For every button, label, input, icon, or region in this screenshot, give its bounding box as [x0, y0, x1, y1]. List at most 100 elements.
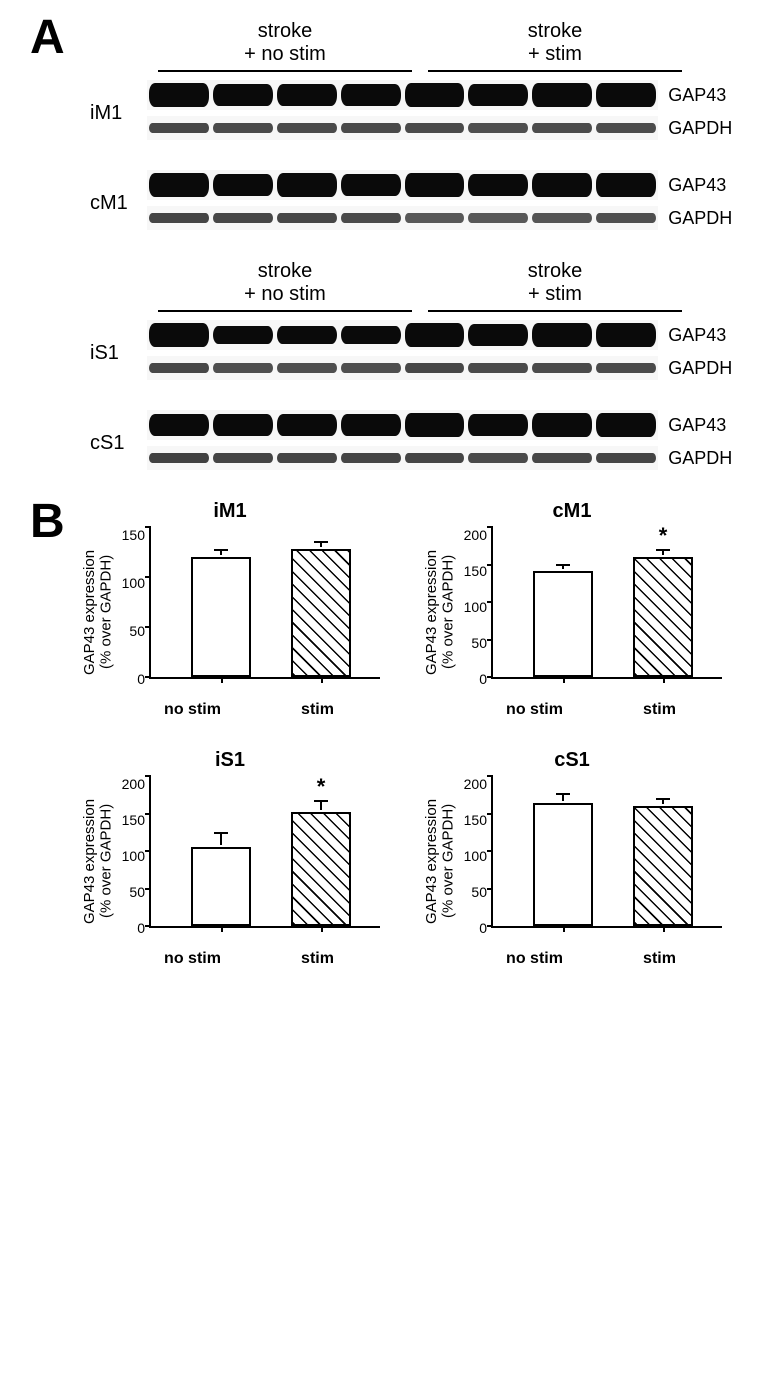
group-header-line2: + stim [420, 43, 690, 66]
blot-band [213, 123, 273, 133]
chart-title: iS1 [80, 749, 380, 772]
blot-band [277, 173, 337, 196]
blot-band [405, 323, 465, 347]
blot-row-gap43: cS1GAP43 [90, 410, 744, 440]
y-tick-mark [487, 601, 493, 603]
error-bar [562, 566, 564, 570]
blot-region: cS1GAP43 GAPDH [90, 410, 744, 470]
error-bar-cap [656, 798, 670, 800]
blot-row-gapdh: GAPDH [90, 356, 744, 380]
bar-chart: cS1GAP43 expression(% over GAPDH)2001501… [422, 749, 722, 968]
error-bar [220, 834, 222, 845]
blot-band [532, 323, 592, 346]
x-tick-mark [563, 926, 565, 932]
x-tick-mark [663, 926, 665, 932]
bar: * [633, 557, 693, 677]
y-tick-label: 200 [457, 527, 487, 543]
y-tick-label: 50 [115, 623, 145, 639]
blot-band [149, 213, 209, 223]
blot-band [277, 123, 337, 133]
y-tick-label: 100 [115, 575, 145, 591]
chart-body: GAP43 expression(% over GAPDH)2001501005… [422, 527, 722, 697]
blot-group-header: stroke+ no stim [150, 260, 420, 320]
error-bar [320, 802, 322, 810]
protein-label: GAP43 [658, 415, 744, 436]
blot-band [405, 83, 465, 106]
group-header-line2: + no stim [150, 283, 420, 306]
error-bar [320, 543, 322, 547]
blot-band [405, 173, 465, 196]
error-bar-cap [214, 549, 228, 551]
y-tick-label: 100 [457, 599, 487, 615]
blot-band [149, 173, 209, 196]
blot-band [596, 363, 656, 373]
y-tick-label: 50 [457, 635, 487, 651]
y-tick-mark [145, 576, 151, 578]
blot-band [341, 174, 401, 197]
blot-row-gap43: iS1GAP43 [90, 320, 744, 350]
blot-band [596, 123, 656, 133]
blot-band [213, 213, 273, 223]
y-tick-label: 150 [457, 812, 487, 828]
blot-band [277, 414, 337, 437]
y-axis-ticks: 200150100500 [457, 527, 491, 687]
blot-group-headers: stroke+ no stimstroke+ stim [150, 20, 690, 80]
blot-band [149, 83, 209, 106]
error-bar [662, 551, 664, 556]
chart-title: iM1 [80, 500, 380, 523]
blot-set: stroke+ no stimstroke+ stimiS1GAP43GAPDH… [90, 260, 744, 470]
bar-chart: cM1GAP43 expression(% over GAPDH)2001501… [422, 500, 722, 719]
region-label: cM1 [90, 192, 147, 215]
x-tick-mark [563, 677, 565, 683]
plot-area: * [149, 776, 380, 928]
blot-band [532, 173, 592, 196]
blot-band [532, 213, 592, 223]
y-tick-label: 200 [115, 776, 145, 792]
blot-row-gapdh: GAPDH [90, 116, 744, 140]
y-axis-label: GAP43 expression(% over GAPDH) [422, 527, 457, 697]
lane-strip-wrap [147, 206, 658, 230]
x-tick-mark [321, 926, 323, 932]
blot-region: iM1GAP43GAPDH [90, 80, 744, 140]
blot-band [405, 453, 465, 463]
y-tick-mark [145, 888, 151, 890]
chart-body: GAP43 expression(% over GAPDH)2001501005… [80, 776, 380, 946]
y-axis-ticks: 150100500 [115, 527, 149, 687]
lane-strip [147, 320, 658, 350]
y-tick-label: 150 [115, 527, 145, 543]
x-tick-label: no stim [472, 950, 597, 968]
group-header-rule [428, 310, 682, 312]
x-tick-label: stim [597, 701, 722, 719]
lane-strip-wrap [147, 116, 658, 140]
x-tick-label: no stim [130, 701, 255, 719]
blot-row-gapdh: GAPDH [90, 446, 744, 470]
y-tick-mark [145, 775, 151, 777]
bar [191, 847, 251, 927]
blot-region: cM1GAP43GAPDH [90, 170, 744, 230]
protein-label: GAPDH [658, 118, 744, 139]
blot-group-header: stroke+ stim [420, 20, 690, 80]
group-header-line2: + no stim [150, 43, 420, 66]
x-tick-mark [663, 677, 665, 683]
y-tick-mark [487, 676, 493, 678]
blot-band [149, 363, 209, 373]
blot-band [596, 173, 656, 196]
blot-band [532, 363, 592, 373]
y-tick-label: 0 [457, 920, 487, 936]
group-header-line1: stroke [150, 20, 420, 43]
lane-strip-wrap [147, 80, 658, 110]
y-tick-label: 150 [115, 812, 145, 828]
bar [533, 571, 593, 677]
y-tick-label: 50 [457, 884, 487, 900]
lane-strip-wrap [147, 356, 658, 380]
bar: * [291, 812, 351, 926]
x-axis-labels: no stimstim [130, 946, 380, 968]
chart-body: GAP43 expression(% over GAPDH)150100500 [80, 527, 380, 697]
y-axis-ticks: 200150100500 [115, 776, 149, 936]
blot-band [405, 413, 465, 436]
y-tick-label: 0 [115, 920, 145, 936]
y-tick-mark [487, 925, 493, 927]
blot-band [468, 84, 528, 107]
bar-chart: iS1GAP43 expression(% over GAPDH)2001501… [80, 749, 380, 968]
bar [291, 549, 351, 677]
